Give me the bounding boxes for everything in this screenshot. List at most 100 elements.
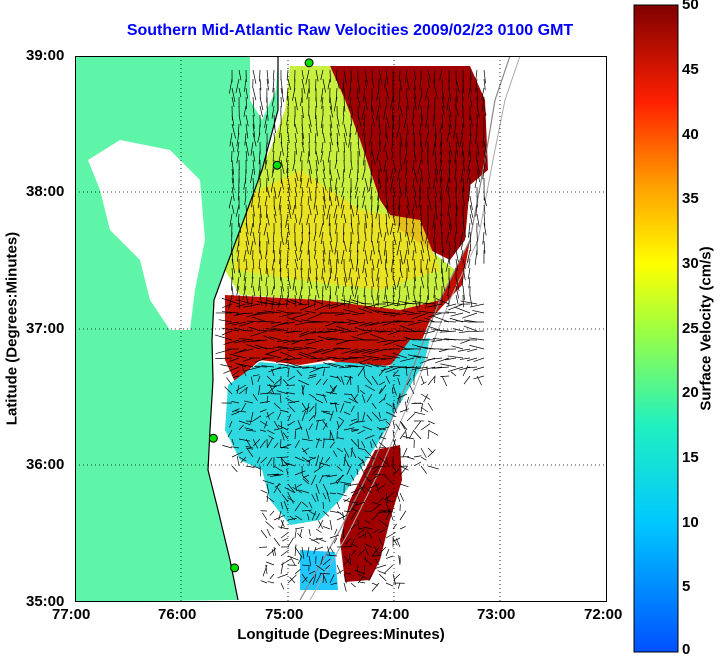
velocity-vector <box>448 141 453 156</box>
water-chesapeake-bay <box>88 140 205 330</box>
velocity-vector <box>341 186 345 198</box>
velocity-vector <box>364 267 368 278</box>
velocity-vector <box>258 123 261 136</box>
velocity-vector <box>426 366 429 377</box>
velocity-vector <box>340 195 345 209</box>
velocity-vector <box>343 69 347 85</box>
velocity-vector <box>315 537 327 543</box>
velocity-vector <box>245 240 249 255</box>
velocity-vector <box>266 299 282 305</box>
velocity-vector <box>349 123 352 138</box>
velocity-vector <box>232 375 240 378</box>
velocity-vector <box>343 555 352 565</box>
velocity-vector <box>280 276 284 292</box>
velocity-vector <box>341 249 345 265</box>
velocity-vector <box>342 114 345 125</box>
velocity-vector <box>446 303 457 307</box>
velocity-vector <box>315 267 318 281</box>
velocity-vector <box>378 96 381 109</box>
velocity-vector <box>398 87 401 98</box>
velocity-vector <box>294 544 297 557</box>
velocity-vector <box>399 78 402 91</box>
velocity-vector <box>334 159 338 169</box>
velocity-vector <box>243 177 247 190</box>
velocity-vector <box>266 385 276 395</box>
velocity-vector <box>433 366 450 369</box>
velocity-vector <box>313 213 317 223</box>
velocity-vector <box>348 96 352 109</box>
velocity-vector <box>392 438 398 449</box>
velocity-vector <box>378 446 386 449</box>
velocity-vector <box>311 537 324 541</box>
velocity-vector <box>389 168 394 181</box>
velocity-vector <box>329 141 332 152</box>
velocity-vector <box>380 357 394 361</box>
velocity-vector <box>343 96 346 112</box>
velocity-vector <box>392 468 400 476</box>
velocity-vector <box>378 546 387 555</box>
velocity-vector <box>348 356 366 359</box>
velocity-vector <box>399 431 406 440</box>
velocity-vector <box>308 373 317 377</box>
velocity-vector <box>287 285 289 298</box>
velocity-vector <box>364 249 369 265</box>
velocity-vector <box>445 357 457 361</box>
velocity-vector <box>371 105 374 115</box>
velocity-vector <box>234 339 247 344</box>
velocity-vector <box>432 141 436 156</box>
velocity-vector <box>259 409 267 413</box>
velocity-vector <box>229 357 240 362</box>
velocity-vector <box>299 168 303 182</box>
velocity-vector <box>307 513 310 521</box>
velocity-vector <box>424 132 429 147</box>
velocity-vector <box>406 396 410 404</box>
velocity-vector <box>399 510 407 521</box>
velocity-vector <box>418 195 422 208</box>
velocity-vector <box>432 329 450 332</box>
velocity-vector <box>287 204 292 220</box>
velocity-vector <box>396 320 415 323</box>
velocity-vector <box>384 285 387 300</box>
velocity-vector <box>315 285 320 299</box>
velocity-vector <box>307 195 310 206</box>
velocity-vector <box>286 468 289 476</box>
velocity-vector <box>374 465 387 468</box>
velocity-vector <box>374 474 387 476</box>
velocity-vector <box>326 474 338 478</box>
velocity-vector <box>432 315 450 323</box>
velocity-vector <box>427 357 443 361</box>
velocity-vector <box>357 366 365 377</box>
velocity-vector <box>473 366 485 371</box>
velocity-vector <box>399 357 415 362</box>
velocity-vector <box>252 393 258 401</box>
velocity-vector <box>364 231 367 242</box>
velocity-vector <box>297 419 303 431</box>
velocity-vector <box>287 96 289 107</box>
velocity-vector <box>427 69 431 82</box>
velocity-vector <box>308 528 311 536</box>
velocity-vector <box>301 438 313 442</box>
velocity-vector <box>322 420 328 428</box>
velocity-vector <box>294 529 297 539</box>
velocity-vector <box>266 168 269 181</box>
velocity-vector <box>420 87 423 98</box>
velocity-vector <box>406 123 409 135</box>
velocity-vector <box>376 427 387 431</box>
velocity-vector <box>266 496 275 503</box>
velocity-vector <box>280 549 290 557</box>
velocity-vector <box>308 123 312 133</box>
velocity-vector <box>371 582 380 592</box>
velocity-vector <box>329 231 333 243</box>
velocity-vector <box>356 195 359 209</box>
velocity-vector <box>246 312 261 318</box>
velocity-vector <box>252 123 256 138</box>
velocity-vector <box>469 114 473 127</box>
velocity-vector <box>271 369 275 377</box>
velocity-vector <box>362 426 373 431</box>
velocity-vector <box>355 123 359 135</box>
velocity-vector <box>301 573 308 582</box>
velocity-vector <box>420 105 423 121</box>
velocity-vector <box>301 141 305 153</box>
velocity-vector <box>288 405 296 413</box>
velocity-vector <box>342 285 345 297</box>
